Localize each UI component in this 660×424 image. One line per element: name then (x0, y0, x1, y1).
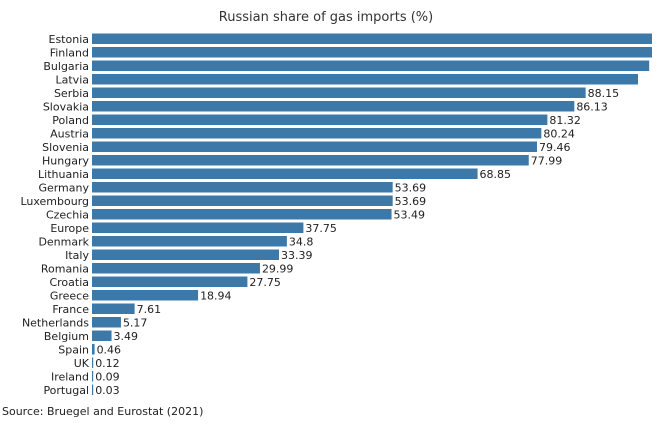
bar (92, 155, 529, 166)
category-label: Italy (65, 249, 89, 262)
bar (92, 290, 199, 301)
bar (92, 114, 548, 125)
data-label: 0.03 (95, 384, 120, 397)
bar (92, 87, 586, 98)
category-label: Slovenia (42, 141, 89, 154)
source-note: Source: Bruegel and Eurostat (2021) (2, 405, 203, 418)
category-label: Europe (50, 222, 89, 235)
category-label: Estonia (49, 33, 90, 46)
bar (92, 168, 478, 179)
data-label: 5.17 (123, 316, 147, 329)
bar (92, 33, 652, 44)
data-label: 0.46 (97, 343, 122, 356)
data-label: 81.32 (549, 114, 581, 127)
category-label: Greece (50, 289, 89, 302)
data-label: 53.69 (395, 195, 427, 208)
data-label: 86.13 (576, 100, 608, 113)
category-label: France (52, 303, 89, 316)
chart-title: Russian share of gas imports (%) (219, 10, 433, 25)
bar (92, 209, 392, 220)
bar (92, 47, 652, 58)
category-label: Austria (50, 127, 89, 140)
data-label: 88.15 (588, 87, 620, 100)
bar (92, 317, 121, 328)
bar (92, 60, 650, 71)
data-label: 80.24 (543, 127, 575, 140)
category-label: Luxembourg (20, 195, 89, 208)
category-label: Denmark (38, 235, 89, 248)
bar (92, 371, 94, 382)
bar (92, 330, 112, 341)
bar (92, 195, 393, 206)
data-label: 77.99 (531, 154, 563, 167)
category-label: Croatia (49, 276, 89, 289)
bar (92, 344, 95, 355)
category-label: Germany (38, 181, 89, 194)
bar (92, 222, 304, 233)
data-label: 53.49 (394, 208, 426, 221)
category-label: Portugal (43, 384, 89, 397)
data-label: 0.12 (95, 357, 120, 370)
data-label: 79.46 (539, 141, 571, 154)
bar (92, 276, 248, 287)
category-label: Latvia (56, 73, 90, 86)
bar (92, 357, 94, 368)
data-label: 0.09 (95, 370, 120, 383)
data-label: 29.99 (262, 262, 294, 275)
data-label: 18.94 (200, 289, 232, 302)
category-label: Serbia (54, 87, 89, 100)
bar (92, 236, 287, 247)
category-label: Bulgaria (43, 60, 89, 73)
bar (92, 182, 393, 193)
category-label: Spain (58, 343, 89, 356)
data-label: 53.69 (395, 181, 427, 194)
bar (92, 384, 94, 395)
category-label: Lithuania (38, 168, 89, 181)
data-label: 37.75 (305, 222, 337, 235)
category-label: Hungary (42, 154, 89, 167)
category-label: Netherlands (22, 316, 89, 329)
category-label: Belgium (44, 330, 89, 343)
category-label: Slovakia (43, 100, 89, 113)
bar (92, 128, 542, 139)
data-label: 33.39 (281, 249, 313, 262)
category-label: UK (74, 357, 90, 370)
data-label: 34.8 (289, 235, 314, 248)
data-label: 3.49 (114, 330, 139, 343)
data-label: 68.85 (480, 168, 512, 181)
bar (92, 263, 260, 274)
bar (92, 303, 135, 314)
data-label: 7.61 (137, 303, 162, 316)
category-label: Romania (41, 262, 89, 275)
category-label: Finland (50, 46, 89, 59)
bar (92, 74, 638, 85)
category-label: Poland (52, 114, 89, 127)
data-label: 27.75 (249, 276, 281, 289)
bar (92, 141, 537, 152)
category-label: Ireland (51, 370, 89, 383)
bar (92, 249, 279, 260)
bar (92, 101, 575, 112)
category-label: Czechia (46, 208, 89, 221)
